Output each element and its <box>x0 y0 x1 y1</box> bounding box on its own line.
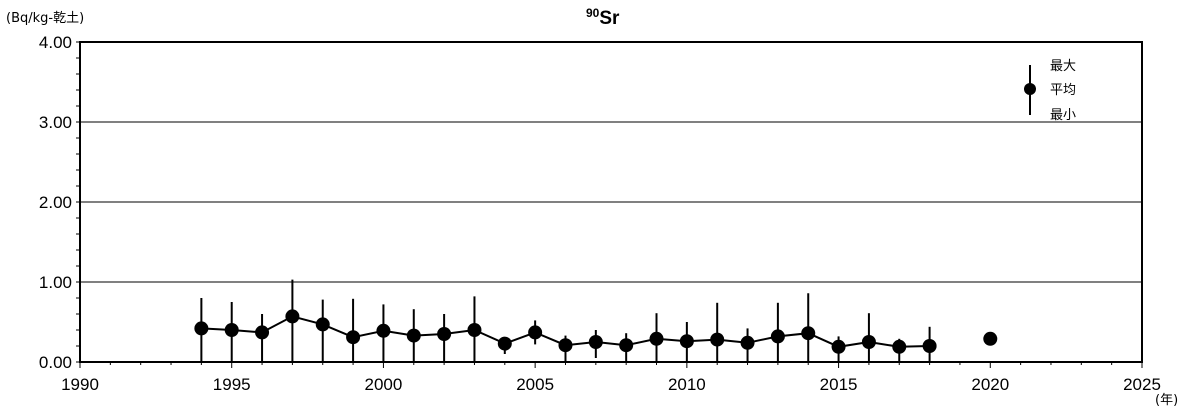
legend-mean-label: 平均 <box>1050 83 1076 98</box>
x-tick-label: 2025 <box>1123 375 1161 394</box>
data-point <box>558 338 573 353</box>
legend-max-label: 最大 <box>1050 59 1076 74</box>
data-point <box>497 336 512 351</box>
data-point <box>740 335 755 350</box>
x-tick-label: 2000 <box>365 375 403 394</box>
series-layer <box>194 279 998 362</box>
data-point <box>801 326 816 341</box>
x-tick-label: 2020 <box>971 375 1009 394</box>
data-point <box>983 331 998 346</box>
y-tick-label: 4.00 <box>39 33 72 52</box>
x-tick-label: 2015 <box>820 375 858 394</box>
data-point <box>467 323 482 337</box>
grid-layer <box>80 121 1142 283</box>
data-point <box>892 339 907 354</box>
data-point <box>376 323 391 338</box>
data-point <box>861 335 876 349</box>
data-point <box>437 327 452 341</box>
chart-title-superscript: 90 <box>586 6 600 20</box>
data-point <box>619 338 634 353</box>
x-axis-unit-label: (年) <box>1155 393 1178 408</box>
data-point <box>255 325 270 340</box>
data-point <box>710 332 725 347</box>
data-point <box>770 329 785 344</box>
data-point <box>194 321 209 336</box>
data-point <box>831 339 846 354</box>
data-point <box>649 331 664 346</box>
x-tick-label: 2010 <box>668 375 706 394</box>
legend: 最大 平均 最小 <box>1024 59 1076 123</box>
x-tick-label: 1990 <box>61 375 99 394</box>
data-point <box>346 330 361 345</box>
data-point <box>588 335 603 349</box>
y-tick-label: 1.00 <box>39 273 72 292</box>
legend-min-label: 最小 <box>1050 108 1076 123</box>
data-point <box>285 309 300 324</box>
x-tick-label: 2005 <box>516 375 554 394</box>
chart-title-main: Sr <box>599 8 620 29</box>
data-point <box>315 317 330 332</box>
y-tick-label: 0.00 <box>39 353 72 372</box>
axis-layer: 0.00 1.00 2.00 3.00 4.00 1990 1995 2000 2005 2010… <box>39 33 1161 394</box>
y-axis-unit-label: (Bq/kg-乾土) <box>6 11 84 26</box>
y-tick-label: 3.00 <box>39 113 72 132</box>
y-tick-label: 2.00 <box>39 193 72 212</box>
data-point <box>679 334 694 349</box>
chart-title: 90Sr <box>586 6 620 29</box>
data-point <box>224 323 239 337</box>
legend-marker <box>1024 83 1036 95</box>
x-tick-label: 1995 <box>213 375 251 394</box>
data-point <box>922 339 937 353</box>
data-point <box>406 328 421 343</box>
data-point <box>528 325 543 340</box>
